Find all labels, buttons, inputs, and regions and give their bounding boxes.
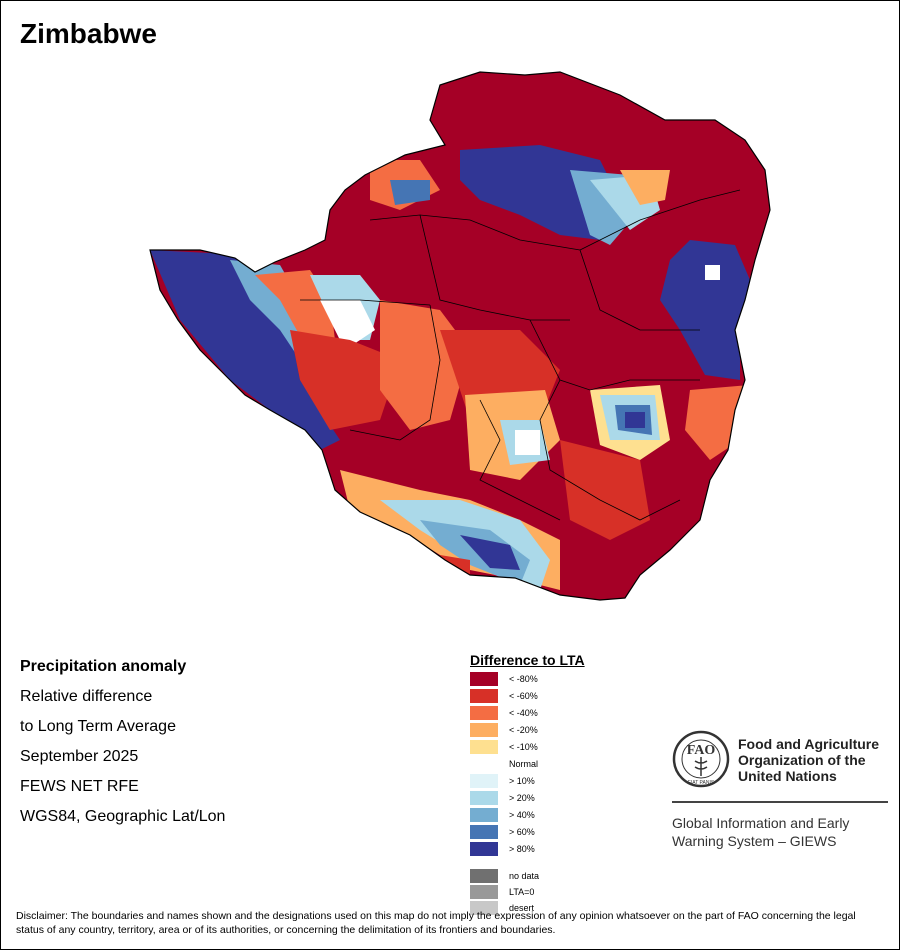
province-boundaries (300, 189, 741, 521)
legend-label: no data (509, 871, 540, 881)
fao-name: Food and Agriculture Organization of the… (738, 736, 898, 784)
anomaly-raster (150, 72, 770, 600)
legend-label: < -80% (509, 674, 538, 684)
fao-logo-ring (672, 730, 730, 788)
zone-below-60-south (560, 440, 650, 540)
giews-line-2: Warning System – GIEWS (672, 833, 837, 849)
legend-swatch (470, 825, 498, 839)
precipitation-anomaly-map (149, 71, 771, 601)
legend-swatch (470, 885, 498, 899)
legend-item: > 40% (470, 808, 535, 822)
fao-name-line-2: Organization of the (738, 752, 866, 768)
legend-item: no data (470, 869, 539, 883)
map-title: Zimbabwe (20, 18, 157, 49)
giews-line-1: Global Information and Early (672, 815, 850, 831)
fao-logo-seal-text: FIAT PANIS (688, 780, 715, 786)
fao-logo: FAO FIAT PANIS (672, 730, 730, 788)
zone-below-60-west (290, 330, 400, 430)
legend-label: Normal (509, 759, 539, 769)
zone-below-20-north (620, 170, 670, 205)
info-line-3: to Long Term Average (20, 718, 176, 735)
legend-label: desert (509, 903, 535, 913)
fao-name-line-1: Food and Agriculture (738, 736, 880, 752)
legend-label: < -10% (509, 742, 538, 752)
info-line-6: WGS84, Geographic Lat/Lon (20, 808, 226, 825)
zone-normal-central (515, 430, 540, 455)
legend-swatch (470, 808, 498, 822)
legend-swatch (470, 706, 498, 720)
zone-above-80-west (150, 250, 340, 450)
legend-title: Difference to LTA (470, 652, 585, 668)
zone-above-80-east (660, 240, 750, 380)
zone-above-80-east-spot (625, 412, 645, 428)
info-line-4: September 2025 (20, 748, 139, 765)
legend-swatch (470, 757, 498, 771)
legend-swatch (470, 689, 498, 703)
legend-swatch (470, 791, 498, 805)
zone-below-40-west (255, 270, 335, 345)
legend-swatch (470, 842, 498, 856)
zone-above-80-north (460, 145, 620, 240)
legend-label: < -40% (509, 708, 538, 718)
map-info: Precipitation anomaly Relative differenc… (20, 655, 225, 835)
zone-above-60-nw (390, 180, 430, 205)
legend-label: < -20% (509, 725, 538, 735)
legend-swatch (470, 723, 498, 737)
wheat-icon (694, 757, 708, 776)
fao-name-line-3: United Nations (738, 768, 837, 784)
legend-swatch (470, 901, 498, 915)
legend-item: Normal (470, 757, 538, 771)
fao-logo-inner-ring (681, 739, 721, 779)
legend-label: > 20% (509, 793, 535, 803)
legend-label: > 40% (509, 810, 535, 820)
legend-label: > 10% (509, 776, 535, 786)
info-line-5: FEWS NET RFE (20, 778, 139, 795)
legend-item: < -20% (470, 723, 538, 737)
zone-normal-east (705, 265, 720, 280)
legend-item: > 80% (470, 842, 535, 856)
zone-normal-west (320, 300, 375, 350)
fao-logo-acronym: FAO (687, 743, 716, 758)
legend-item: < -10% (470, 740, 538, 754)
legend-item: < -40% (470, 706, 538, 720)
legend-item: desert (470, 901, 534, 915)
legend-item: > 10% (470, 774, 535, 788)
legend-item: > 60% (470, 825, 535, 839)
legend-swatch (470, 672, 498, 686)
legend: Difference to LTA < -80% < -60% < -40% < -2… (470, 652, 585, 915)
legend-swatch (470, 869, 498, 883)
legend-label: < -60% (509, 691, 538, 701)
legend-label: > 80% (509, 844, 535, 854)
info-line-2: Relative difference (20, 688, 153, 705)
disclaimer: Disclaimer: The boundaries and names sho… (16, 910, 856, 936)
legend-item: > 20% (470, 791, 535, 805)
legend-item: LTA=0 (470, 885, 534, 899)
legend-label: > 60% (509, 827, 535, 837)
legend-swatch (470, 740, 498, 754)
legend-item: < -60% (470, 689, 538, 703)
fao-divider (672, 801, 888, 803)
info-line-1: Precipitation anomaly (20, 658, 187, 675)
legend-swatch (470, 774, 498, 788)
zone-above-80-south (460, 535, 520, 570)
giews-name: Global Information and Early Warning Sys… (672, 814, 888, 850)
legend-label: LTA=0 (509, 887, 535, 897)
legend-item: < -80% (470, 672, 538, 686)
